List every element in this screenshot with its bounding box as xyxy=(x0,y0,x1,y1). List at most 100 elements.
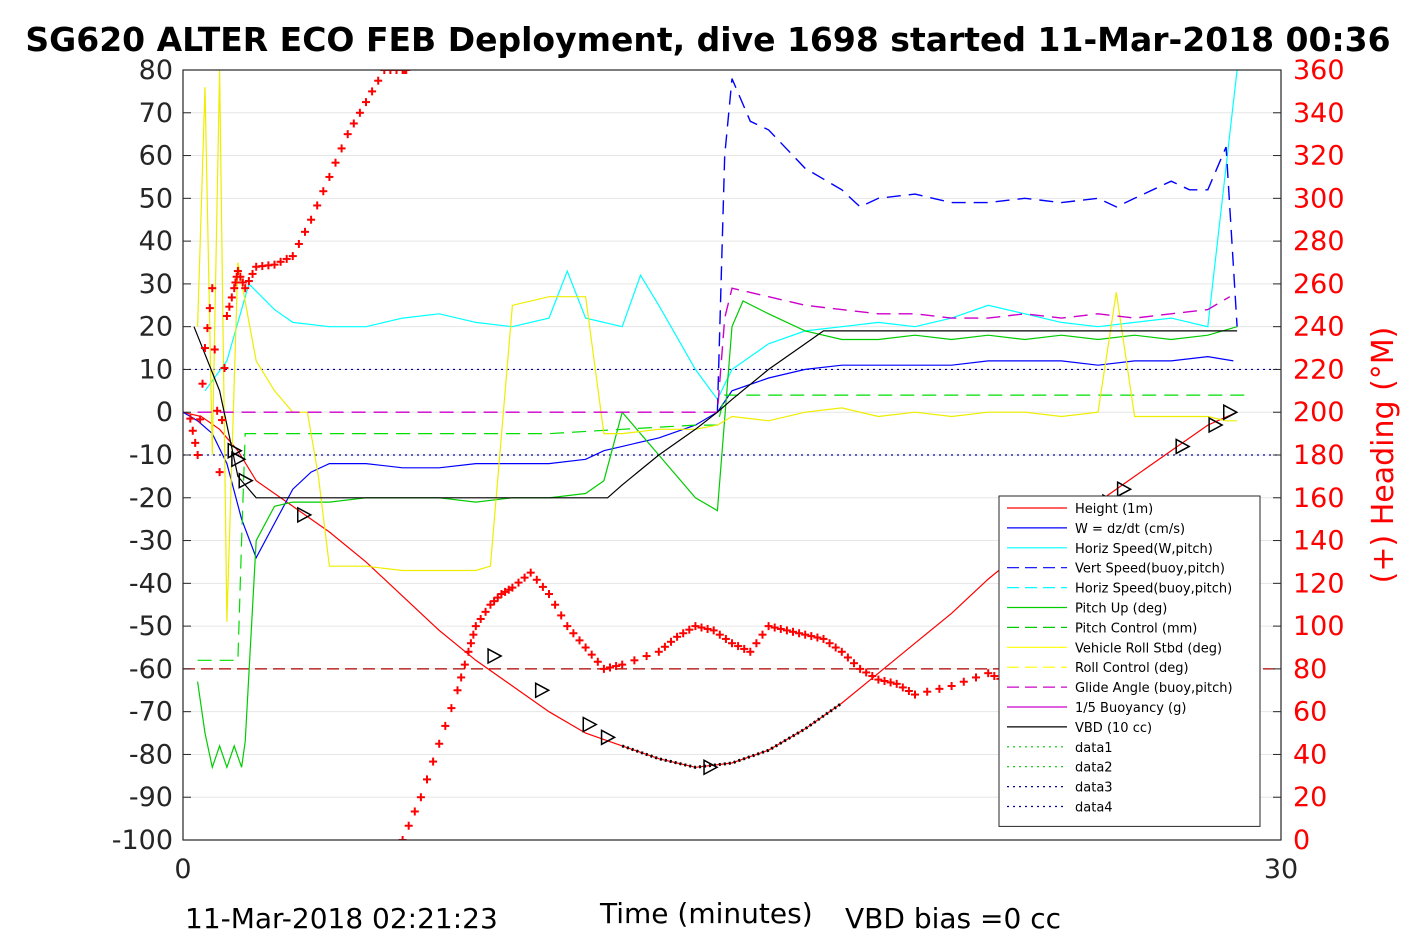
footer-timestamp: 11-Mar-2018 02:21:23 xyxy=(185,902,498,935)
legend-label: Glide Angle (buoy,pitch) xyxy=(1075,681,1233,696)
heading-point xyxy=(301,227,309,236)
heading-point xyxy=(764,622,773,631)
y-tick-label: 30 xyxy=(139,269,173,300)
heading-point xyxy=(471,622,480,631)
legend-item: data1 xyxy=(1007,741,1113,756)
y-right-tick-label: 160 xyxy=(1293,483,1345,514)
heading-point xyxy=(392,70,401,74)
y-tick-label: 80 xyxy=(139,55,173,86)
triangle-marker xyxy=(297,506,313,524)
legend-item: Pitch Up (deg) xyxy=(1007,602,1167,617)
heading-point xyxy=(423,775,431,784)
heading-point xyxy=(904,686,913,695)
heading-point xyxy=(587,650,596,659)
heading-point xyxy=(331,158,340,167)
legend-item: Height (1m) xyxy=(1007,502,1153,517)
footer-vbd-bias: VBD bias =0 cc xyxy=(845,902,1061,935)
heading-point xyxy=(218,416,227,425)
heading-point xyxy=(203,324,212,333)
heading-point xyxy=(545,590,553,599)
heading-point xyxy=(220,364,229,373)
y-tick-label: -90 xyxy=(129,782,173,813)
heading-point xyxy=(618,660,627,669)
heading-point xyxy=(862,668,871,677)
heading-point xyxy=(679,629,688,638)
heading-point xyxy=(466,639,475,648)
legend-label: W = dz/dt (cm/s) xyxy=(1075,522,1185,537)
y-tick-label: -30 xyxy=(129,526,173,557)
y-tick-label: 20 xyxy=(139,312,173,343)
y-right-tick-label: 320 xyxy=(1293,141,1345,172)
y-tick-label: 70 xyxy=(139,98,173,129)
heading-point xyxy=(990,672,999,681)
heading-point xyxy=(563,622,572,631)
heading-point xyxy=(368,87,377,96)
heading-point xyxy=(721,634,730,643)
heading-point xyxy=(241,284,250,293)
plot-area xyxy=(182,69,1282,841)
heading-point xyxy=(795,629,804,638)
x-tick-label: 0 xyxy=(174,854,191,885)
triangle-marker xyxy=(534,682,551,699)
triangle-marker xyxy=(703,759,719,776)
heading-point xyxy=(208,284,217,293)
triangle-marker xyxy=(1208,416,1224,434)
legend-item: Roll Control (deg) xyxy=(1007,661,1189,676)
legend-label: 1/5 Buoyancy (g) xyxy=(1075,701,1186,716)
heading-point xyxy=(972,673,980,682)
heading-point xyxy=(514,578,523,587)
legend-item: data2 xyxy=(1007,761,1113,776)
heading-point xyxy=(200,344,209,353)
heading-point xyxy=(758,630,767,639)
y-right-tick-label: 280 xyxy=(1293,226,1345,257)
y-tick-label: -70 xyxy=(129,697,173,728)
legend-label: Roll Control (deg) xyxy=(1075,661,1189,676)
legend-item: 1/5 Buoyancy (g) xyxy=(1007,701,1186,716)
heading-point xyxy=(892,679,901,688)
heading-point xyxy=(429,757,438,766)
heading-point xyxy=(612,662,621,671)
heading-point xyxy=(343,130,352,139)
series-vehicle-roll-stbd-deg xyxy=(197,70,1238,622)
y-axis-right-label: (+) Heading (°M) xyxy=(1366,327,1401,584)
legend-box xyxy=(998,495,1261,827)
heading-point xyxy=(325,172,334,181)
y-tick-label: -80 xyxy=(129,739,173,770)
heading-point xyxy=(464,647,473,656)
heading-point xyxy=(843,653,852,662)
legend-label: data4 xyxy=(1075,801,1113,816)
heading-point xyxy=(398,70,407,74)
heading-point xyxy=(935,684,944,693)
heading-point xyxy=(532,575,541,584)
heading-point xyxy=(233,267,242,276)
y-tick-label: -50 xyxy=(129,611,173,642)
heading-point xyxy=(947,682,956,690)
heading-point xyxy=(244,277,253,286)
heading-point xyxy=(734,642,743,651)
heading-point xyxy=(319,187,328,196)
heading-point xyxy=(191,438,200,447)
heading-point xyxy=(460,660,469,669)
y-tick-label: -10 xyxy=(129,440,173,471)
y-right-tick-label: 60 xyxy=(1293,697,1327,728)
y-tick-label: -60 xyxy=(129,654,173,685)
x-axis-label: Time (minutes) xyxy=(599,897,813,930)
heading-point xyxy=(398,836,407,840)
triangle-marker xyxy=(600,729,617,746)
legend-item: Pitch Control (mm) xyxy=(1007,621,1197,636)
triangle-marker xyxy=(487,647,503,665)
heading-point xyxy=(538,582,547,591)
y-right-tick-label: 200 xyxy=(1293,397,1345,428)
series-pitch-control-mm xyxy=(197,394,1245,661)
heading-point xyxy=(205,304,214,313)
heading-point xyxy=(386,70,395,74)
heading-point xyxy=(850,659,858,668)
heading-point xyxy=(715,630,724,639)
heading-point xyxy=(230,284,239,293)
heading-point xyxy=(225,302,234,311)
y-right-tick-label: 40 xyxy=(1293,739,1327,770)
heading-point xyxy=(581,643,590,652)
heading-point xyxy=(782,626,791,635)
triangle-marker xyxy=(231,451,247,468)
